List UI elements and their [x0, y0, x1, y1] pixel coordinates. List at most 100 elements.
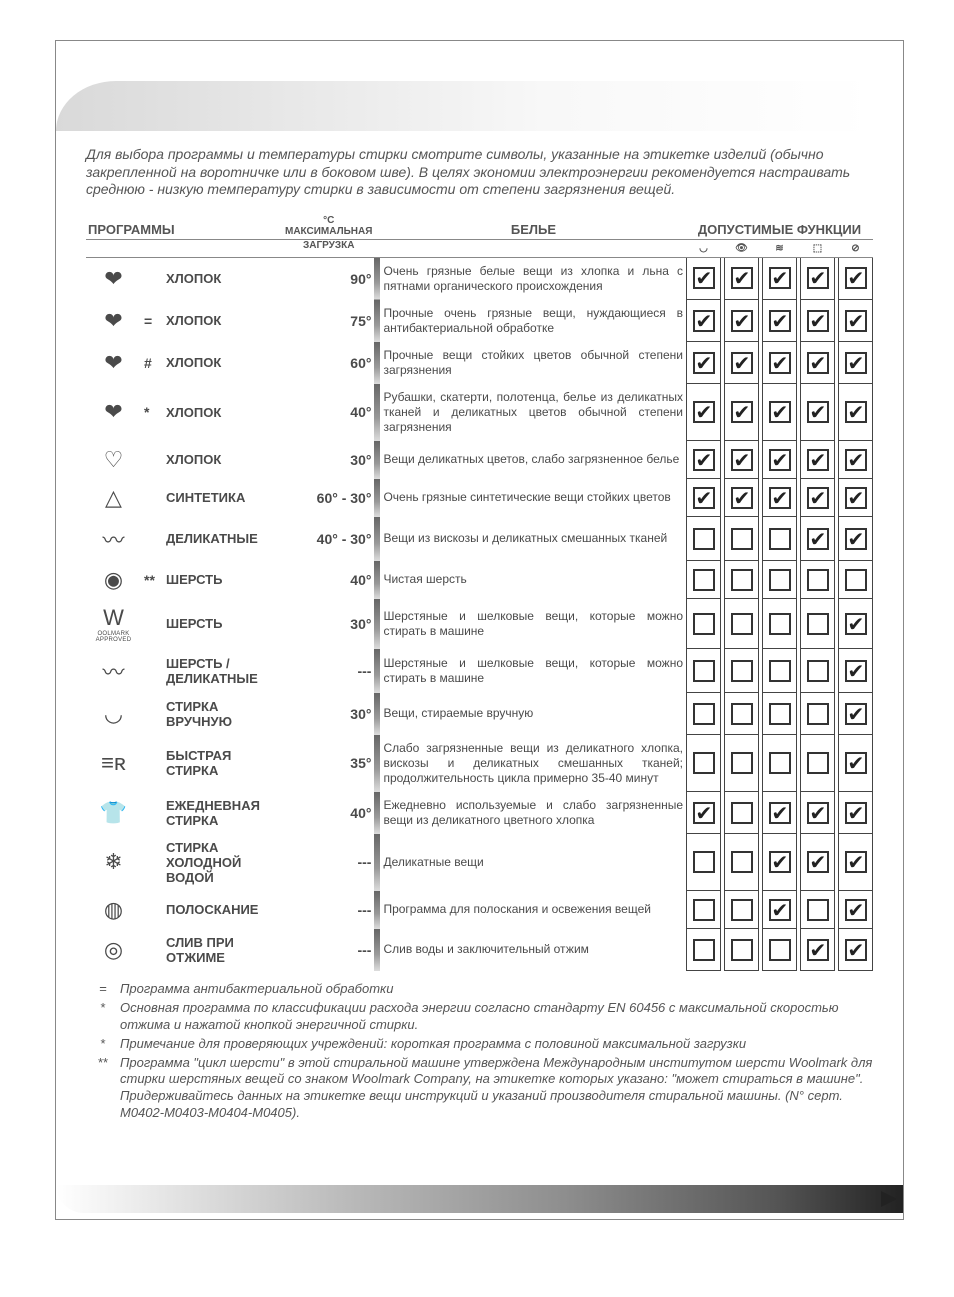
checkbox-checked-icon	[807, 528, 829, 550]
checkbox-checked-icon	[845, 487, 867, 509]
checkbox-empty-icon	[693, 569, 715, 591]
function-checkbox	[839, 384, 873, 441]
footnote-symbol: **	[86, 1055, 120, 1123]
checkbox-empty-icon	[731, 569, 753, 591]
footnote-text: Программа "цикл шерсти" в этой стирально…	[120, 1055, 873, 1123]
checkbox-empty-icon	[731, 703, 753, 725]
checkbox-checked-icon	[845, 267, 867, 289]
checkbox-checked-icon	[845, 899, 867, 921]
table-row: ◡СТИРКА ВРУЧНУЮ30°Вещи, стираемые вручну…	[86, 693, 873, 735]
function-checkbox	[801, 792, 835, 834]
footnotes: =Программа антибактериальной обработки*О…	[86, 981, 873, 1122]
program-description: Чистая шерсть	[380, 561, 686, 599]
program-prefix	[141, 517, 163, 561]
checkbox-checked-icon	[807, 352, 829, 374]
checkbox-checked-icon	[845, 528, 867, 550]
function-checkbox	[763, 792, 797, 834]
function-checkbox	[687, 441, 721, 479]
program-prefix: #	[141, 342, 163, 384]
function-checkbox	[839, 693, 873, 735]
program-temperature: 30°	[283, 693, 374, 735]
function-checkbox	[687, 649, 721, 693]
program-icon: ◉	[86, 561, 141, 599]
checkbox-checked-icon	[769, 352, 791, 374]
program-description: Деликатные вещи	[380, 834, 686, 891]
function-checkbox	[725, 300, 759, 342]
program-icon: 〰	[86, 517, 141, 561]
function-checkbox	[725, 649, 759, 693]
checkbox-checked-icon	[845, 613, 867, 635]
function-checkbox	[801, 735, 835, 792]
footnote-symbol: *	[86, 1000, 120, 1034]
checkbox-empty-icon	[769, 752, 791, 774]
program-prefix	[141, 257, 163, 300]
header-temp: °C МАКСИМАЛЬНАЯ	[283, 211, 374, 240]
function-checkbox	[763, 929, 797, 971]
program-prefix	[141, 735, 163, 792]
program-icon: ◡	[86, 693, 141, 735]
function-checkbox	[839, 834, 873, 891]
footnote-symbol: *	[86, 1036, 120, 1053]
function-checkbox	[725, 561, 759, 599]
checkbox-empty-icon	[693, 851, 715, 873]
program-icon: ◎	[86, 929, 141, 971]
checkbox-checked-icon	[693, 802, 715, 824]
program-name: ШЕРСТЬ / ДЕЛИКАТНЫЕ	[163, 649, 283, 693]
function-checkbox	[687, 257, 721, 300]
checkbox-checked-icon	[693, 487, 715, 509]
function-checkbox	[801, 479, 835, 517]
function-checkbox	[725, 891, 759, 929]
header-programs: ПРОГРАММЫ	[86, 211, 283, 240]
checkbox-empty-icon	[769, 660, 791, 682]
checkbox-empty-icon	[731, 752, 753, 774]
function-checkbox	[763, 479, 797, 517]
checkbox-checked-icon	[845, 703, 867, 725]
footnote-symbol: =	[86, 981, 120, 998]
header-allowed-functions: ДОПУСТИМЫЕ ФУНКЦИИ	[687, 211, 873, 240]
program-prefix	[141, 891, 163, 929]
program-description: Слабо загрязненные вещи из деликатного х…	[380, 735, 686, 792]
checkbox-checked-icon	[769, 310, 791, 332]
checkbox-checked-icon	[769, 899, 791, 921]
function-checkbox	[687, 517, 721, 561]
function-checkbox	[763, 384, 797, 441]
program-prefix: =	[141, 300, 163, 342]
func-icon-2: 👁	[725, 239, 759, 257]
function-checkbox	[687, 599, 721, 649]
function-checkbox	[839, 735, 873, 792]
program-name: ХЛОПОК	[163, 441, 283, 479]
function-checkbox	[801, 561, 835, 599]
checkbox-checked-icon	[807, 487, 829, 509]
function-checkbox	[801, 891, 835, 929]
checkbox-checked-icon	[807, 851, 829, 873]
function-checkbox	[839, 300, 873, 342]
function-checkbox	[839, 479, 873, 517]
program-name: ЕЖЕДНЕВНАЯ СТИРКА	[163, 792, 283, 834]
checkbox-checked-icon	[845, 851, 867, 873]
checkbox-empty-icon	[807, 660, 829, 682]
function-checkbox	[763, 517, 797, 561]
program-prefix	[141, 834, 163, 891]
footnote-text: Примечание для проверяющих учреждений: к…	[120, 1036, 746, 1053]
checkbox-empty-icon	[769, 939, 791, 961]
program-temperature: 40°	[283, 561, 374, 599]
checkbox-checked-icon	[693, 352, 715, 374]
function-checkbox	[687, 693, 721, 735]
checkbox-empty-icon	[693, 939, 715, 961]
program-description: Вещи деликатных цветов, слабо загрязненн…	[380, 441, 686, 479]
program-name: СЛИВ ПРИ ОТЖИМЕ	[163, 929, 283, 971]
table-row: ❤*ХЛОПОК40°Рубашки, скатерти, полотенца,…	[86, 384, 873, 441]
checkbox-checked-icon	[731, 310, 753, 332]
function-checkbox	[801, 300, 835, 342]
checkbox-empty-icon	[731, 802, 753, 824]
checkbox-empty-icon	[731, 613, 753, 635]
program-description: Рубашки, скатерти, полотенца, белье из д…	[380, 384, 686, 441]
function-checkbox	[763, 834, 797, 891]
program-icon: 👕	[86, 792, 141, 834]
table-row: ♡ХЛОПОК30°Вещи деликатных цветов, слабо …	[86, 441, 873, 479]
function-checkbox	[763, 891, 797, 929]
function-checkbox	[839, 257, 873, 300]
program-prefix	[141, 649, 163, 693]
checkbox-checked-icon	[807, 310, 829, 332]
table-row: ≡ʀБЫСТРАЯ СТИРКА35°Слабо загрязненные ве…	[86, 735, 873, 792]
